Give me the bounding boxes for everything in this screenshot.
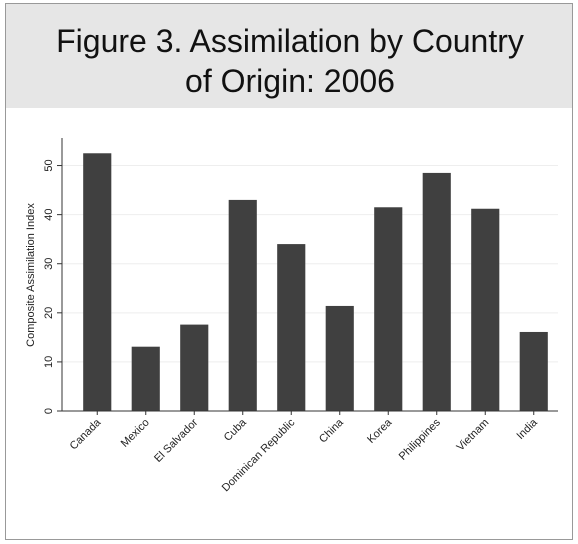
bar: [228, 199, 257, 411]
y-tick-label: 50: [43, 159, 55, 171]
y-tick-label: 10: [43, 356, 55, 368]
bar: [131, 346, 160, 411]
bar: [180, 324, 209, 411]
y-tick-label: 40: [43, 209, 55, 221]
bar: [325, 305, 354, 411]
bar: [83, 153, 112, 412]
bar: [374, 207, 403, 411]
chart-title: Figure 3. Assimilation by Country of Orig…: [56, 23, 524, 99]
bar: [277, 244, 306, 411]
bar: [471, 208, 500, 411]
title-band: [6, 4, 572, 108]
y-tick-label: 0: [43, 408, 55, 414]
bar: [519, 331, 548, 411]
y-tick-label: 30: [43, 258, 55, 270]
y-axis-label: Composite Assimilation Index: [25, 203, 37, 347]
y-tick-label: 20: [43, 307, 55, 319]
bar: [422, 172, 451, 411]
